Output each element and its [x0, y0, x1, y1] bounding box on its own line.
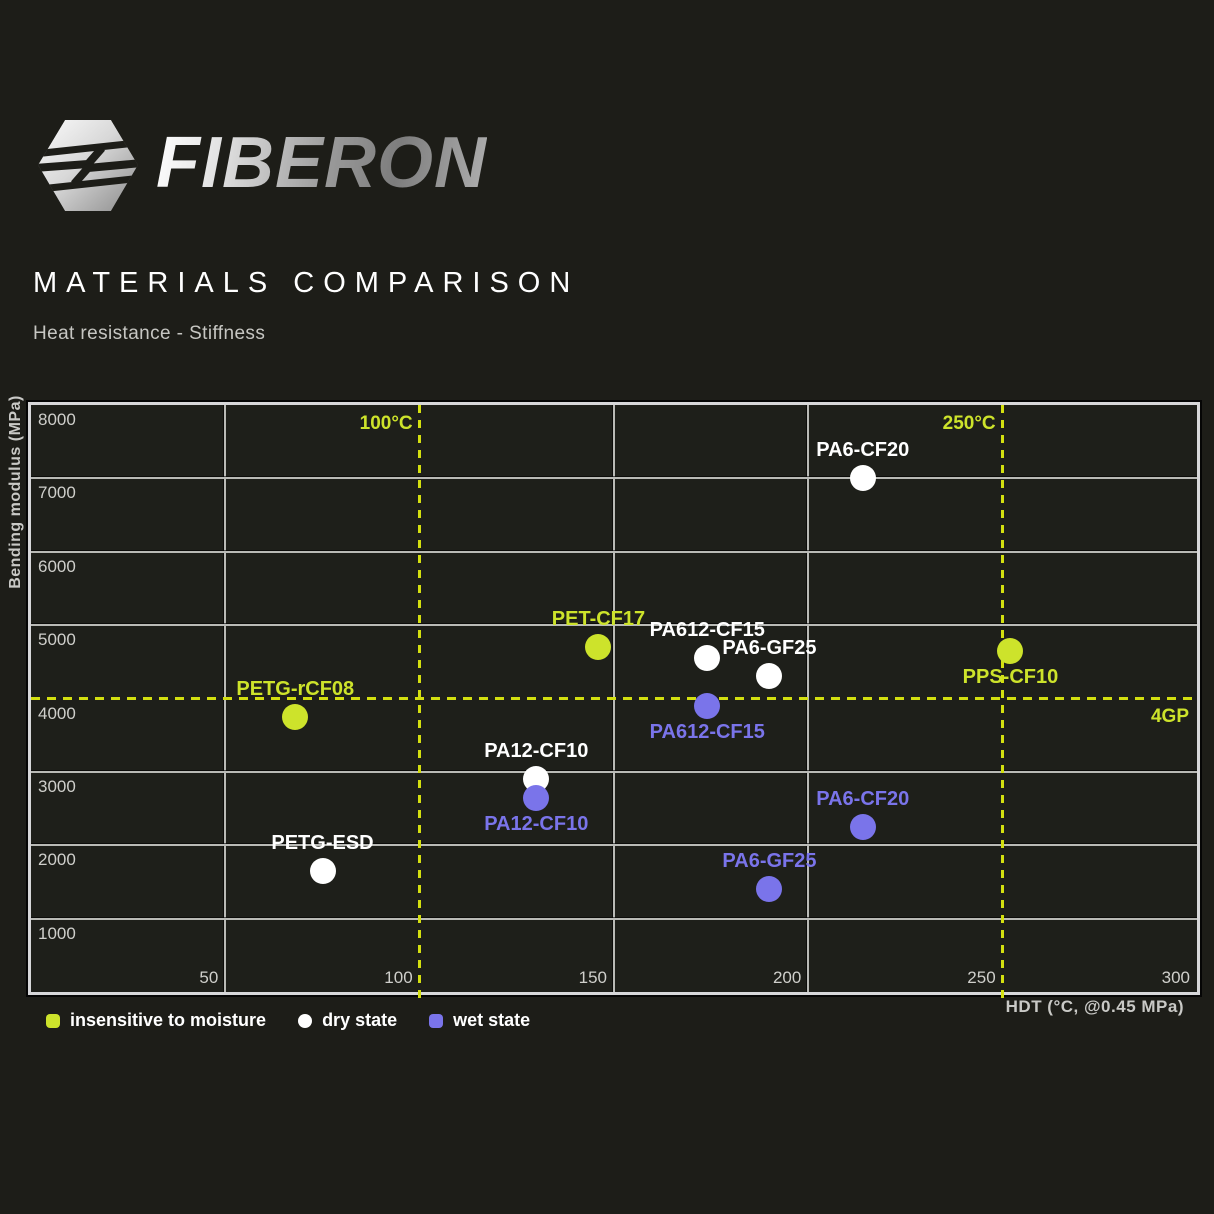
page-subtitle: Heat resistance - Stiffness [33, 323, 266, 344]
y-tick-3000: 3000 [38, 776, 76, 796]
reference-line-100 [418, 405, 422, 1002]
reference-label-4000: 4GP [1150, 705, 1189, 727]
x-tick-250: 250 [967, 968, 996, 987]
gridline-y-2000 [31, 844, 1197, 847]
y-tick-1000: 1000 [38, 923, 76, 943]
fiberon-logo-icon [38, 120, 138, 211]
data-point-dry-PA612-CF15 [694, 645, 721, 672]
legend-marker-wet-icon [429, 1013, 444, 1028]
x-tick-200: 200 [772, 968, 802, 987]
data-point-insensitive-PET-CF17 [585, 634, 612, 661]
y-tick-7000: 7000 [38, 483, 76, 503]
data-label-dry-PETG-ESD: PETG-ESD [271, 831, 374, 854]
legend-item-wet: wet state [429, 1010, 530, 1031]
data-point-wet-PA612-CF15 [694, 692, 721, 719]
gridline-y-5000 [31, 624, 1197, 627]
reference-label-100: 100°C [359, 413, 413, 434]
legend-label-dry: dry state [322, 1010, 398, 1030]
reference-line-250 [1001, 405, 1005, 1002]
data-label-wet-PA12-CF10: PA12-CF10 [484, 812, 589, 835]
data-label-dry-PA6-CF20: PA6-CF20 [816, 439, 910, 462]
x-axis-title: HDT (°C, @0.45 MPa) [1005, 997, 1184, 1016]
data-point-dry-PETG-ESD [309, 857, 336, 884]
data-label-insensitive-PPS-CF10: PPS-CF10 [962, 665, 1059, 688]
data-point-dry-PA6-GF25 [756, 663, 783, 690]
data-point-insensitive-PPS-CF10 [997, 637, 1024, 664]
data-point-dry-PA6-CF20 [849, 465, 876, 492]
gridline-y-6000 [31, 550, 1197, 553]
data-label-dry-PA612-CF15: PA612-CF15 [649, 619, 765, 642]
y-axis-title: Bending modulus (MPa) [7, 395, 24, 589]
data-label-insensitive-PETG-rCF08: PETG-rCF08 [236, 677, 355, 700]
data-label-wet-PA6-GF25: PA6-GF25 [722, 850, 817, 873]
legend-marker-dry-icon [298, 1013, 313, 1028]
gridline-y-1000 [31, 917, 1197, 920]
page-title: MATERIALS COMPARISON [33, 267, 580, 299]
data-point-insensitive-PETG-rCF08 [282, 703, 309, 730]
legend-label-insensitive: insensitive to moisture [70, 1010, 267, 1030]
data-label-insensitive-PET-CF17: PET-CF17 [551, 608, 646, 631]
data-label-wet-PA612-CF15: PA612-CF15 [649, 720, 765, 743]
plot-area: 100°C 250°C 4GP 1000 2000 3000 4000 5000 6000 700… [31, 405, 1197, 1002]
data-point-wet-PA6-GF25 [756, 876, 783, 903]
legend-item-insensitive: insensitive to moisture [46, 1010, 266, 1031]
legend-label-wet: wet state [453, 1010, 531, 1030]
legend-marker-insensitive-icon [46, 1013, 60, 1028]
x-tick-150: 150 [578, 968, 607, 987]
x-tick-100: 100 [384, 968, 413, 987]
x-tick-300: 300 [1161, 968, 1190, 987]
gridline-y-3000 [31, 770, 1197, 773]
data-label-wet-PA6-CF20: PA6-CF20 [816, 787, 910, 810]
gridline-y-7000 [31, 477, 1197, 480]
y-tick-5000: 5000 [38, 630, 76, 650]
y-tick-8000: 8000 [38, 410, 76, 429]
y-tick-6000: 6000 [38, 556, 76, 576]
y-tick-2000: 2000 [38, 850, 76, 870]
data-point-wet-PA6-CF20 [849, 813, 876, 840]
legend: insensitive to moisture dry state wet st… [46, 1010, 530, 1031]
brand-wordmark: FIBERON [156, 123, 487, 203]
reference-label-250: 250°C [942, 413, 996, 434]
legend-item-dry: dry state [298, 1010, 397, 1031]
data-label-dry-PA12-CF10: PA12-CF10 [484, 740, 589, 763]
data-point-wet-PA12-CF10 [523, 784, 550, 811]
reference-line-4000 [31, 697, 1197, 700]
x-tick-50: 50 [199, 968, 219, 987]
data-label-dry-PA6-GF25: PA6-GF25 [722, 637, 817, 660]
y-tick-4000: 4000 [38, 703, 76, 723]
